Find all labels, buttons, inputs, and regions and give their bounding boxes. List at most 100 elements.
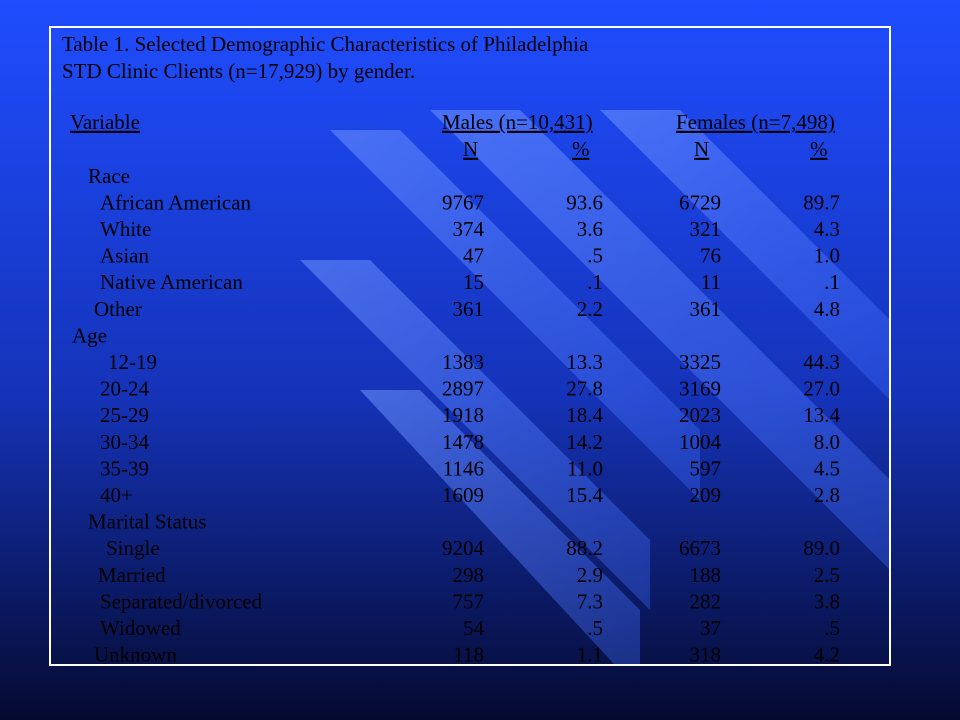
- cell: 4.2: [814, 643, 840, 667]
- cell: 318: [690, 643, 722, 667]
- column-header: Females (n=7,498): [676, 110, 835, 134]
- cell: 2.8: [814, 483, 840, 507]
- cell: 1918: [442, 403, 484, 427]
- column-subheader: N: [463, 137, 478, 161]
- cell: 4.5: [814, 456, 840, 480]
- cell: 44.3: [803, 350, 840, 374]
- table-frame: [49, 26, 891, 666]
- cell: .5: [587, 244, 603, 268]
- cell: 8.0: [814, 430, 840, 454]
- row-label: Native American: [100, 270, 243, 294]
- cell: 298: [453, 563, 485, 587]
- cell: 6673: [679, 536, 721, 560]
- cell: 1.0: [814, 244, 840, 268]
- row-label: Asian: [100, 244, 149, 268]
- cell: 13.4: [803, 403, 840, 427]
- cell: 321: [690, 217, 722, 241]
- cell: 9767: [442, 190, 484, 214]
- cell: 2.9: [577, 563, 603, 587]
- row-label: 35-39: [100, 456, 149, 480]
- cell: 3325: [679, 350, 721, 374]
- cell: 37: [700, 616, 721, 640]
- cell: 2023: [679, 403, 721, 427]
- cell: 3.8: [814, 589, 840, 613]
- cell: 374: [453, 217, 485, 241]
- cell: 1478: [442, 430, 484, 454]
- cell: 27.8: [566, 377, 603, 401]
- cell: 597: [690, 456, 722, 480]
- cell: 13.3: [566, 350, 603, 374]
- cell: 11: [701, 270, 721, 294]
- row-label: Unknown: [94, 643, 177, 667]
- row-label: Age: [72, 323, 107, 347]
- row-label: Married: [98, 563, 166, 587]
- decorative-bands: [300, 110, 889, 664]
- cell: 3.6: [577, 217, 603, 241]
- cell: 6729: [679, 190, 721, 214]
- cell: 361: [690, 297, 722, 321]
- cell: 1609: [442, 483, 484, 507]
- cell: 1004: [679, 430, 722, 454]
- cell: .5: [824, 616, 840, 640]
- cell: 209: [690, 483, 722, 507]
- band: [600, 110, 889, 399]
- column-header: Variable: [70, 110, 140, 134]
- table-title: STD Clinic Clients (n=17,929) by gender.: [62, 59, 415, 83]
- row-label: 12-19: [108, 350, 157, 374]
- cell: 2897: [442, 377, 484, 401]
- cell: 1.1: [577, 643, 603, 667]
- cell: .1: [824, 270, 840, 294]
- cell: 9204: [442, 536, 485, 560]
- row-label: Separated/divorced: [100, 589, 263, 613]
- cell: 54: [463, 616, 485, 640]
- band: [300, 260, 650, 610]
- cell: 93.6: [566, 190, 603, 214]
- row-label: White: [100, 217, 151, 241]
- cell: 27.0: [803, 377, 840, 401]
- row-label: Marital Status: [88, 510, 206, 534]
- row-label: African American: [100, 190, 252, 214]
- column-subheader: %: [572, 137, 590, 161]
- cell: 2.2: [577, 297, 603, 321]
- cell: 18.4: [566, 403, 603, 427]
- cell: 88.2: [566, 536, 603, 560]
- column-subheader: %: [810, 137, 828, 161]
- cell: 89.0: [803, 536, 840, 560]
- cell: 757: [453, 589, 485, 613]
- cell: 3169: [679, 377, 721, 401]
- cell: 14.2: [566, 430, 603, 454]
- cell: 361: [453, 297, 485, 321]
- table-title: Table 1. Selected Demographic Characteri…: [62, 32, 589, 56]
- table: Table 1. Selected Demographic Characteri…: [62, 32, 841, 667]
- row-label: Other: [94, 297, 142, 321]
- cell: 4.3: [814, 217, 840, 241]
- cell: 7.3: [577, 589, 603, 613]
- cell: 188: [690, 563, 722, 587]
- row-label: 20-24: [100, 377, 149, 401]
- cell: 47: [463, 244, 484, 268]
- cell: 282: [690, 589, 722, 613]
- cell: .1: [587, 270, 603, 294]
- cell: 1146: [443, 456, 484, 480]
- cell: 11.0: [567, 456, 603, 480]
- row-label: Widowed: [100, 616, 181, 640]
- cell: 4.8: [814, 297, 840, 321]
- band: [430, 110, 889, 569]
- column-header: Males (n=10,431): [442, 110, 593, 134]
- cell: 2.5: [814, 563, 840, 587]
- column-subheader: N: [694, 137, 709, 161]
- row-label: Single: [106, 536, 160, 560]
- cell: 15: [463, 270, 484, 294]
- cell: 76: [700, 244, 721, 268]
- cell: 15.4: [566, 483, 603, 507]
- cell: 118: [453, 643, 484, 667]
- row-label: 25-29: [100, 403, 149, 427]
- row-label: Race: [88, 164, 130, 188]
- cell: 89.7: [803, 190, 840, 214]
- cell: 1383: [442, 350, 484, 374]
- band: [360, 390, 640, 664]
- cell: .5: [587, 616, 603, 640]
- row-label: 30-34: [100, 430, 149, 454]
- band: [330, 130, 700, 500]
